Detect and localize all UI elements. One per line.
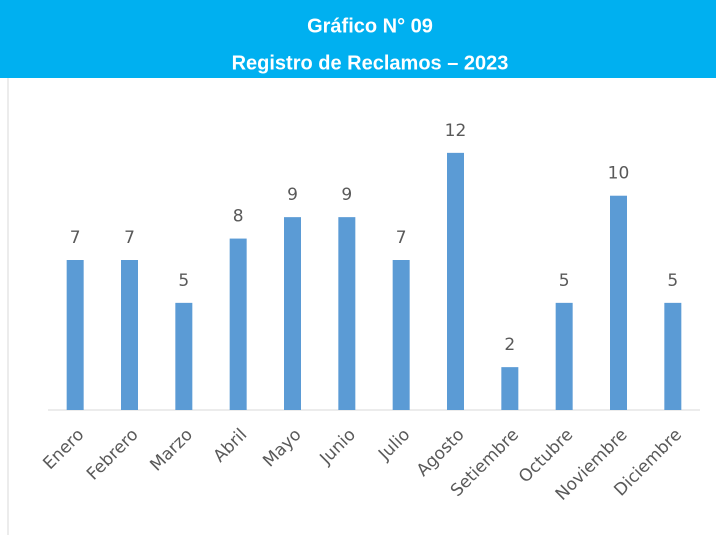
x-tick-label: Marzo: [146, 425, 196, 475]
title-banner: [0, 0, 716, 78]
x-tick-label: Junio: [316, 425, 360, 469]
bar: [610, 195, 627, 410]
data-label: 5: [667, 271, 678, 291]
chart-title: Gráfico N° 09: [307, 15, 433, 37]
bar: [447, 152, 464, 410]
data-label: 7: [70, 228, 81, 248]
data-label: 7: [124, 228, 135, 248]
bar: [66, 260, 84, 410]
data-label: 9: [287, 185, 298, 205]
bar: [664, 302, 682, 410]
bar: [555, 302, 573, 410]
data-label: 5: [178, 271, 189, 291]
x-tick-label: Enero: [39, 425, 88, 474]
x-tick-label: Abril: [210, 425, 252, 467]
bar: [338, 217, 356, 410]
bar: [284, 217, 301, 410]
data-label: 8: [233, 207, 244, 227]
x-tick-label: Febrero: [83, 425, 143, 485]
bar: [229, 238, 247, 410]
data-label: 2: [504, 335, 515, 355]
data-label: 12: [445, 121, 467, 141]
chart-subtitle: Registro de Reclamos – 2023: [232, 52, 509, 74]
x-tick-label: Mayo: [259, 425, 305, 471]
bar: [121, 260, 138, 410]
data-label: 10: [608, 164, 630, 184]
bar: [392, 260, 410, 410]
bar: [175, 302, 193, 410]
x-tick-label: Julio: [374, 425, 414, 465]
data-label: 7: [396, 228, 407, 248]
data-label: 9: [341, 185, 352, 205]
bar: [501, 367, 519, 410]
data-label: 5: [559, 271, 570, 291]
